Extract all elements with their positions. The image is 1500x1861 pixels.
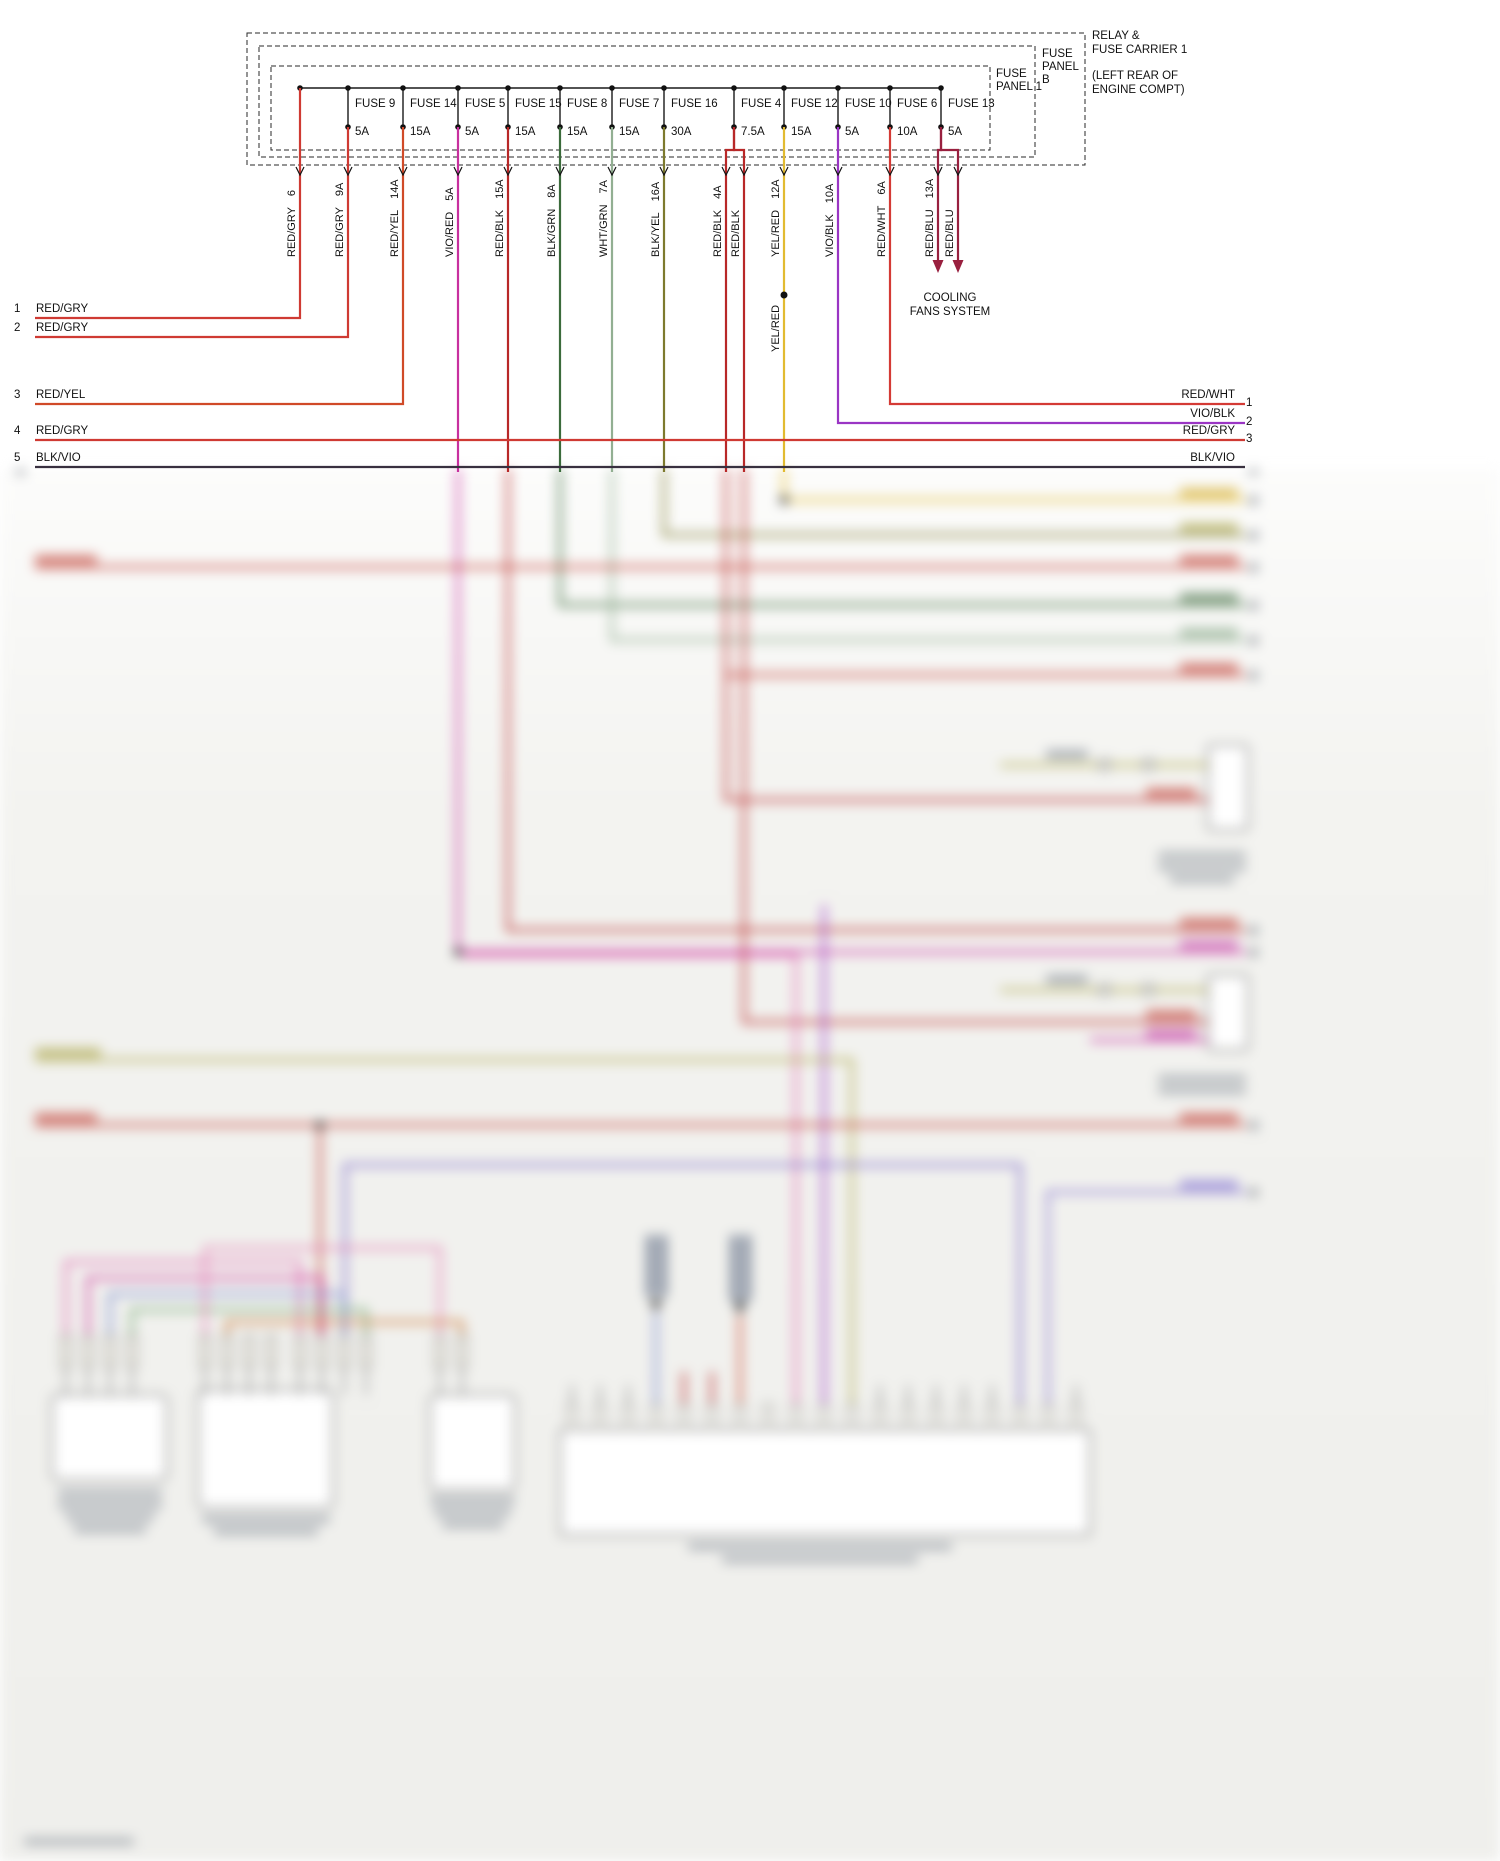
- wire: [35, 88, 302, 320]
- fuse-name: FUSE 7: [619, 98, 659, 110]
- wire-color-label: RED/BLU 13A: [924, 178, 936, 257]
- fuse-amperage: 5A: [948, 126, 962, 138]
- wire: [732, 127, 746, 472]
- fuse-amperage: 30A: [671, 126, 692, 138]
- left-wire-label: RED/GRY: [36, 303, 89, 315]
- fuse-name: FUSE 15: [515, 98, 562, 110]
- wire-color-label: YEL/RED 12A: [770, 179, 782, 257]
- exit-arrow: [343, 166, 353, 177]
- fuse-amperage: 15A: [791, 126, 812, 138]
- left-wire-label: RED/YEL: [36, 389, 86, 401]
- fuse-name: FUSE 10: [845, 98, 892, 110]
- exit-arrow: [721, 166, 731, 177]
- wire-color-label: BLK/YEL 16A: [650, 181, 662, 257]
- arrowhead-to-cooling-fans: [932, 260, 944, 273]
- schematic-blurred-layer: [16, 466, 1258, 1845]
- right-wire-label: VIO/BLK: [1190, 408, 1235, 420]
- right-wire-label: RED/GRY: [1182, 425, 1235, 437]
- left-wire-label: RED/GRY: [36, 425, 89, 437]
- fuse-name: FUSE 9: [355, 98, 395, 110]
- wire: [888, 127, 1245, 406]
- relay-carrier-label: FUSE CARRIER 1: [1092, 44, 1188, 56]
- wire-color-label: RED/BLK: [730, 209, 742, 257]
- wire: [936, 127, 943, 260]
- fuse-amperage: 15A: [410, 126, 431, 138]
- fuse-name: FUSE 4: [741, 98, 782, 110]
- left-wire-label: RED/GRY: [36, 322, 89, 334]
- left-pin-number: 5: [14, 452, 21, 464]
- fuse-amperage: 15A: [515, 126, 536, 138]
- exit-arrow: [885, 166, 895, 177]
- relay-carrier-location: ENGINE COMPT): [1092, 84, 1185, 96]
- fuse-name: FUSE 6: [897, 98, 937, 110]
- fuse-amperage: 15A: [567, 126, 588, 138]
- left-wire-label: BLK/VIO: [36, 452, 81, 464]
- left-pin-number: 3: [14, 389, 21, 401]
- wire-color-label: YEL/RED: [770, 304, 782, 352]
- fuse-name: FUSE 8: [567, 98, 607, 110]
- fuse-panel-b-label: FUSE: [1042, 48, 1073, 60]
- fuse-name: FUSE 16: [671, 98, 718, 110]
- arrowhead-to-cooling-fans: [952, 260, 964, 273]
- exit-arrow: [453, 166, 463, 177]
- fuse-panel-1-label: FUSE: [996, 68, 1027, 80]
- relay-carrier-location: (LEFT REAR OF: [1092, 70, 1179, 82]
- exit-arrow: [833, 166, 843, 177]
- wire-color-label: WHT/GRN 7A: [598, 180, 610, 257]
- cooling-fans-system-label: FANS SYSTEM: [909, 306, 991, 318]
- left-pin-number: 2: [14, 322, 21, 334]
- left-pin-number: 1: [14, 303, 21, 315]
- wire-color-label: RED/YEL 14A: [389, 179, 401, 257]
- fuse-panel-b-label: PANEL: [1042, 61, 1079, 73]
- fuse-name: FUSE 12: [791, 98, 838, 110]
- right-wire-label: BLK/VIO: [1190, 452, 1235, 464]
- fuse-amperage: 7.5A: [741, 126, 765, 138]
- exit-arrow: [398, 166, 408, 177]
- wire: [35, 127, 405, 406]
- fuse-panel-1-label: PANEL 1: [996, 81, 1043, 93]
- right-pin-number: 3: [1246, 433, 1253, 445]
- fuse-amperage: 10A: [897, 126, 918, 138]
- wire-color-label: RED/BLK 15A: [494, 179, 506, 257]
- fuse-panel-outline: [258, 45, 1036, 158]
- cooling-fans-system-label: COOLING: [923, 292, 977, 304]
- fuse-name: FUSE 13: [948, 98, 995, 110]
- exit-arrow: [779, 166, 789, 177]
- fuse-panel-b-label: B: [1042, 74, 1050, 86]
- wire: [836, 127, 1245, 425]
- exit-arrow: [295, 166, 305, 177]
- wire-color-label: RED/BLU: [944, 209, 956, 257]
- right-pin-number: 1: [1246, 397, 1253, 409]
- left-pin-number: 4: [14, 425, 21, 437]
- fuse-amperage: 5A: [845, 126, 859, 138]
- wire-color-label: VIO/BLK 10A: [824, 183, 836, 257]
- wire: [724, 127, 736, 472]
- fuse-name: FUSE 14: [410, 98, 457, 110]
- wire-color-label: RED/WHT 6A: [876, 181, 888, 257]
- exit-arrow: [555, 166, 565, 177]
- exit-arrow: [953, 166, 963, 177]
- wire-color-label: RED/BLK 4A: [712, 185, 724, 257]
- fuse-amperage: 5A: [465, 126, 479, 138]
- exit-arrow: [739, 166, 749, 177]
- wire-color-label: RED/GRY 9A: [334, 182, 346, 257]
- exit-arrow: [607, 166, 617, 177]
- right-wire-label: RED/WHT: [1181, 389, 1235, 401]
- exit-arrow: [933, 166, 943, 177]
- blurred-diagram-region: [0, 466, 1500, 1861]
- fuse-amperage: 15A: [619, 126, 640, 138]
- fuse-name: FUSE 5: [465, 98, 505, 110]
- wire-color-label: VIO/RED 5A: [444, 187, 456, 257]
- exit-arrow: [659, 166, 669, 177]
- relay-carrier-label: RELAY &: [1092, 30, 1140, 42]
- fuse-panel-outline: [270, 65, 991, 151]
- right-pin-number: 2: [1246, 416, 1253, 428]
- exit-arrow: [503, 166, 513, 177]
- wire-color-label: RED/GRY 6: [286, 189, 298, 257]
- wire-color-label: BLK/GRN 8A: [546, 184, 558, 257]
- fuse-amperage: 5A: [355, 126, 369, 138]
- fuse-panel-outline: [246, 32, 1086, 166]
